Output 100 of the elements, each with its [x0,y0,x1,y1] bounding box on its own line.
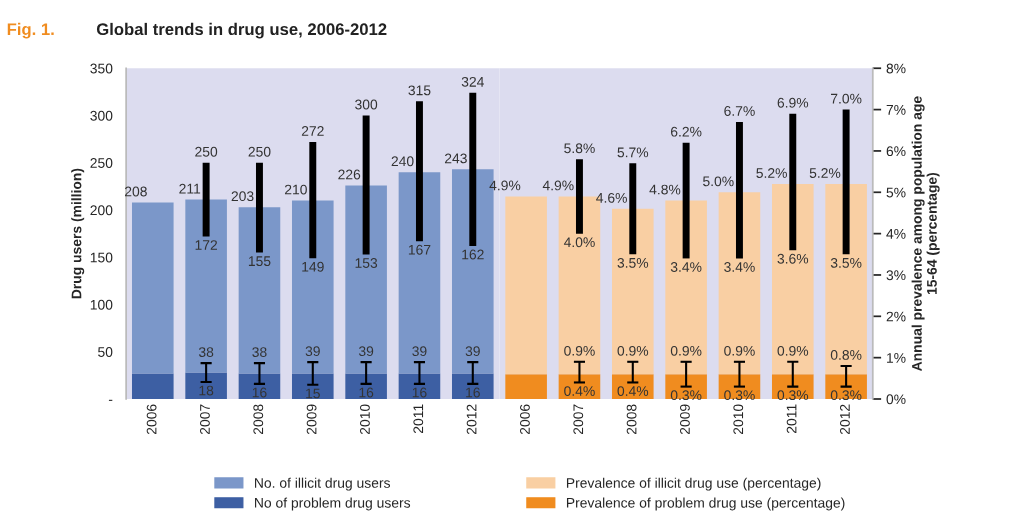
x-tick-label: 2007 [573,404,584,435]
y-tick-label: 100 [90,299,113,310]
total-label: 208 [124,186,147,197]
y-tick-label: 1% [887,353,906,363]
y-tick-label: 3% [886,270,906,281]
bar [718,374,761,399]
annotation: 15 [306,388,320,399]
x-tick-label: 2009 [680,404,690,435]
annotation: 38 [198,347,214,358]
y-tick-label: 150 [90,252,113,263]
annotation: 172 [195,240,218,250]
bar [185,199,227,373]
annotation: 0.9% [670,345,702,356]
annotation: 0.3% [724,390,755,401]
annotation: 315 [408,85,431,96]
annotation: 0.9% [777,345,809,356]
y-axis-title: Drug users (million) [71,168,85,299]
total-label: 4.9% [542,180,574,191]
annotation: 7.0% [831,93,862,104]
annotation: 6.9% [777,97,809,108]
annotation: 0.9% [724,345,755,356]
y-tick-label: 8% [886,63,906,74]
bar [398,172,441,374]
bar [611,208,654,375]
legend-label: No. of illicit drug users [255,477,391,491]
x-tick-label: 2009 [306,404,317,435]
annotation: 155 [248,256,271,267]
annotation: 39 [412,346,427,357]
annotation: 3.4% [670,262,702,272]
bar [291,200,334,374]
annotation: 16 [252,387,267,398]
annotation: 39 [358,346,374,357]
annotation: 0.3% [670,390,702,401]
bar [825,184,867,375]
total-label: 243 [444,153,467,164]
total-label: 4.9% [489,180,521,191]
bar [451,373,494,399]
annotation: 162 [462,249,484,260]
total-label: 211 [179,183,201,194]
annotation: 272 [301,126,324,136]
bar [345,373,387,399]
y-tick-label: 2% [886,311,906,322]
bar [131,202,174,374]
total-label: 226 [338,169,361,180]
bar [718,192,761,375]
bar [771,374,814,399]
annotation: 3.5% [830,257,862,268]
y-tick-label: 4% [886,229,906,239]
y-tick-label: - [108,399,113,401]
annotation: 153 [355,258,378,268]
annotation: 3.4% [724,262,755,272]
annotation: 0.9% [617,345,649,356]
y-tick-label: 0% [886,394,906,405]
y-axis-title: Annual prevalence among population age 15-64 (percentage) [911,96,940,372]
x-tick-label: 2007 [200,404,210,435]
annotation: 0.4% [617,386,649,396]
annotation: 6.2% [671,126,702,137]
chart-title: Global trends in drug use, 2006-2012 [96,22,387,39]
annotation: 16 [466,387,480,398]
annotation: 5.8% [564,143,595,154]
bar [558,374,601,399]
x-tick-label: 2010 [360,404,370,435]
bar [505,374,547,399]
bar [665,200,707,375]
x-tick-label: 2006 [146,404,157,435]
y-tick-label: 300 [90,110,113,121]
annotation: 0.9% [564,345,595,356]
annotation: 39 [305,346,320,357]
y-tick-label: 350 [90,63,113,74]
x-tick-label: 2010 [733,404,744,435]
y-tick-label: 200 [90,205,113,216]
bar [611,374,654,399]
bar [185,372,227,399]
annotation: 250 [195,146,218,157]
bar [345,185,387,374]
annotation: 39 [465,346,480,357]
y-tick-label: 6% [886,146,906,157]
annotation: 38 [252,347,267,358]
legend-label: No of problem drug users [255,497,411,511]
x-tick-label: 2011 [786,404,797,434]
bar [505,196,547,375]
bar [825,374,867,399]
annotation: 167 [408,244,431,255]
annotation: 324 [461,76,484,87]
annotation: 149 [302,261,324,272]
annotation: 5.7% [617,147,649,158]
annotation: 4.0% [563,237,595,248]
legend-label: Prevalence of illicit drug use (percentage) [566,477,821,491]
bar [771,184,814,375]
annotation: 0.4% [564,386,595,396]
y-tick-label: 250 [90,158,113,168]
x-tick-label: 2012 [840,404,850,435]
x-tick-label: 2006 [520,404,530,435]
total-label: 5.2% [809,168,841,178]
annotation: 250 [248,146,271,157]
total-label: 4.6% [596,192,627,203]
y-tick-label: 5% [886,187,906,198]
x-tick-label: 2012 [466,404,477,435]
x-tick-label: 2008 [626,404,637,435]
bar [131,373,174,399]
